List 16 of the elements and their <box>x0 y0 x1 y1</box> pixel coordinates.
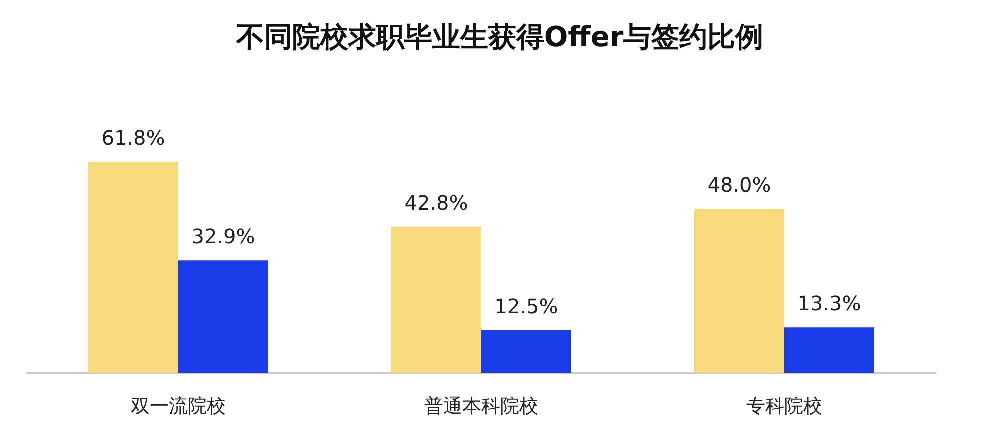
bar <box>784 328 874 373</box>
data-label: 12.5% <box>494 294 558 318</box>
bar <box>694 209 784 373</box>
data-label: 61.8% <box>102 126 166 150</box>
data-label: 42.8% <box>404 190 468 215</box>
x-tick-label: 双一流院校 <box>131 396 226 418</box>
bar <box>392 226 482 373</box>
data-label: 48.0% <box>708 173 772 198</box>
bar <box>482 330 572 373</box>
chart-title: 不同院校求职毕业生获得Offer与签约比例 <box>235 20 764 54</box>
bar <box>88 162 178 373</box>
x-tick-label: 普通本科院校 <box>424 396 538 418</box>
data-label: 13.3% <box>798 292 862 316</box>
x-tick-label: 专科院校 <box>746 396 822 418</box>
data-label: 32.9% <box>192 224 256 249</box>
bar <box>178 260 268 373</box>
